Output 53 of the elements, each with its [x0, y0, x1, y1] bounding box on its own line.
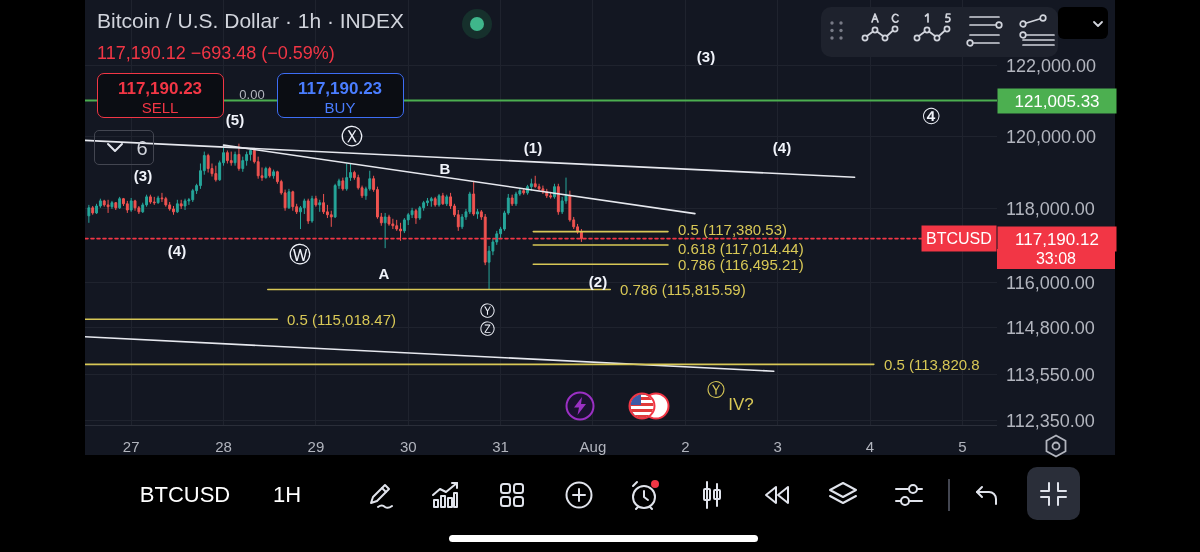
annotation: IV? — [728, 394, 754, 414]
annotation: (3) — [133, 166, 153, 184]
y-tick-label: 116,000.00 — [1006, 272, 1095, 293]
y-tick-label: 118,000.00 — [1006, 199, 1095, 220]
x-tick-label: 4 — [865, 438, 875, 455]
annotation: Ⓦ — [289, 242, 311, 267]
annotation: (5) — [225, 110, 245, 128]
x-tick-label: 30 — [399, 438, 417, 455]
chart-title: Bitcoin / U.S. Dollar · 1h · INDEX — [97, 8, 404, 32]
annotation: 0.786 (116,495.21) — [678, 256, 804, 273]
annotation: BUY — [324, 98, 356, 116]
annotation: 117,190.23 — [117, 78, 203, 98]
annotation: SELL — [141, 98, 179, 116]
annotation: 0.5 (115,018.47) — [287, 311, 396, 328]
annotation: (1) — [523, 138, 543, 156]
text: BTCUSD — [139, 482, 231, 507]
annotation: Ⓨ — [479, 301, 495, 320]
annotation: A — [378, 264, 390, 282]
annotation: 0.618 (117,014.44) — [678, 240, 804, 257]
x-tick-label: 29 — [307, 438, 325, 455]
annotation: (2) — [588, 272, 608, 290]
x-tick-label: 2 — [681, 438, 690, 455]
x-tick-label: 28 — [215, 438, 232, 455]
x-tick-label: Aug — [579, 438, 607, 455]
ref-line-label: 121,005.33 — [1014, 91, 1100, 111]
annotation: Ⓨ — [707, 379, 725, 400]
y-tick-label: 114,800.00 — [1006, 317, 1095, 338]
y-tick-label: 112,350.00 — [1006, 410, 1095, 431]
text: 33:08 — [997, 249, 1115, 269]
y-tick-label: 122,000.00 — [1006, 55, 1097, 76]
annotation: 0.00 — [239, 86, 265, 102]
annotation: (4) — [167, 241, 187, 259]
ref-line-label: 117,190.12 — [1015, 229, 1099, 249]
text: 1H — [272, 482, 302, 507]
annotation: 117,190.23 — [297, 78, 383, 98]
x-tick-label: 27 — [122, 438, 140, 455]
annotation: 0.5 (113,820.8 — [884, 356, 980, 373]
x-tick-label: 31 — [492, 438, 509, 455]
annotation: BTCUSD — [926, 230, 992, 247]
x-tick-label: 5 — [958, 438, 967, 455]
annotation: (4) — [772, 138, 792, 156]
annotation: (3) — [696, 47, 716, 65]
y-tick-label: 113,550.00 — [1006, 364, 1095, 385]
annotation: 0.5 (117,380.53) — [678, 221, 787, 238]
text: 117,190.12 −693.48 (−0.59%) — [97, 43, 335, 63]
annotation: Ⓧ — [341, 124, 363, 149]
y-tick-label: 120,000.00 — [1006, 126, 1097, 147]
annotation: B — [439, 159, 451, 177]
x-tick-label: 3 — [773, 438, 782, 455]
annotation: ④ — [921, 104, 941, 129]
annotation: 0.786 (115,815.59) — [620, 281, 746, 298]
annotation: Ⓩ — [479, 319, 495, 338]
annotation: 6 — [136, 137, 148, 159]
